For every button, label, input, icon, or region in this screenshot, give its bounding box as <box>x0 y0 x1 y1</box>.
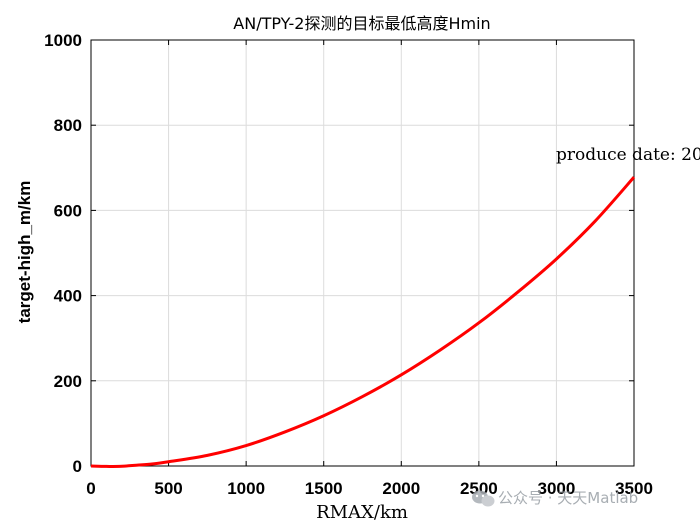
plot-area <box>90 39 635 467</box>
y-tick-label: 1000 <box>44 31 82 50</box>
y-tick-label: 800 <box>54 116 82 135</box>
x-tick-label: 500 <box>154 479 182 498</box>
x-tick-label: 0 <box>86 479 95 498</box>
x-tick-label: 3000 <box>538 479 576 498</box>
grid <box>91 40 634 466</box>
y-tick-label: 0 <box>73 457 82 476</box>
chart-title: AN/TPY-2探测的目标最低高度Hmin <box>233 14 490 33</box>
wechat-icon <box>472 490 495 507</box>
x-tick-label: 2500 <box>460 479 498 498</box>
x-tick-label: 2000 <box>382 479 420 498</box>
y-tick-label: 200 <box>54 372 82 391</box>
x-tick-label: 3500 <box>615 479 653 498</box>
series-line <box>90 176 636 468</box>
x-axis-label: RMAX/km <box>316 502 408 523</box>
x-tick-label: 1500 <box>305 479 343 498</box>
y-axis-label: target-high_m/km <box>15 181 34 324</box>
watermark: 公众号 · 天天Matlab <box>472 489 638 507</box>
watermark-text: 公众号 · 天天Matlab <box>498 489 638 507</box>
series-layer <box>90 176 636 468</box>
y-tick-label: 400 <box>54 287 82 306</box>
axis-ticks: 0 500 1000 1500 2000 2500 3000 3500 0 200 400 600 80… <box>44 31 653 498</box>
x-tick-label: 1000 <box>227 479 265 498</box>
y-tick-label: 600 <box>54 201 82 220</box>
chart-annotation: produce date: 20 <box>556 145 700 165</box>
